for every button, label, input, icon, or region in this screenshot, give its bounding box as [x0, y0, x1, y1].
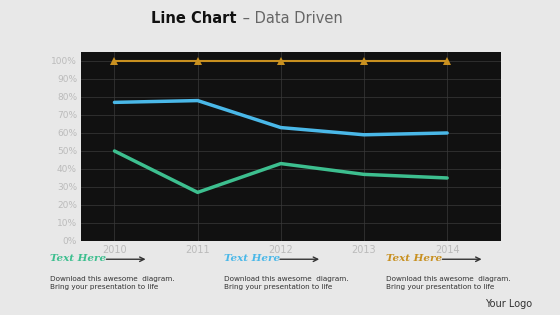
Text: Download this awesome  diagram.
Bring your presentation to life: Download this awesome diagram. Bring you…	[224, 276, 348, 289]
Text: Download this awesome  diagram.
Bring your presentation to life: Download this awesome diagram. Bring you…	[50, 276, 175, 289]
Text: Line Chart: Line Chart	[151, 11, 237, 26]
Text: Text Here: Text Here	[50, 254, 106, 263]
Text: – Data Driven: – Data Driven	[238, 11, 343, 26]
Text: Your Logo: Your Logo	[485, 299, 532, 309]
Text: Download this awesome  diagram.
Bring your presentation to life: Download this awesome diagram. Bring you…	[386, 276, 511, 289]
Text: Text Here: Text Here	[224, 254, 280, 263]
Text: Text Here: Text Here	[386, 254, 442, 263]
